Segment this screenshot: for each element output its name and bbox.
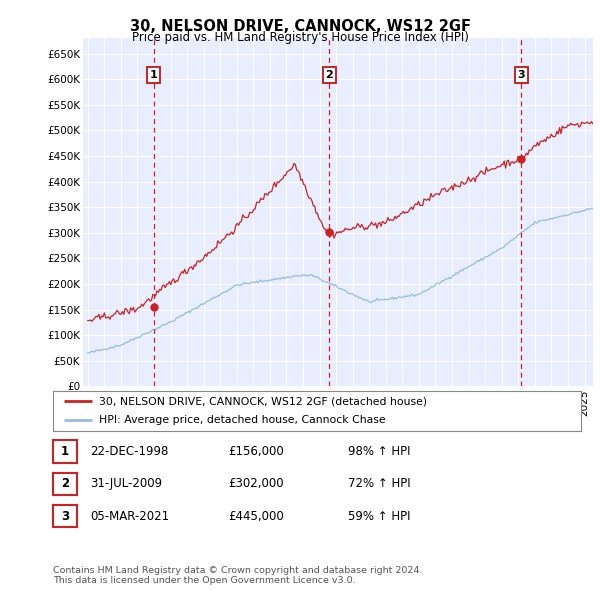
Text: 31-JUL-2009: 31-JUL-2009 <box>90 477 162 490</box>
Text: 2: 2 <box>61 477 69 490</box>
Text: 59% ↑ HPI: 59% ↑ HPI <box>348 510 410 523</box>
Text: 72% ↑ HPI: 72% ↑ HPI <box>348 477 410 490</box>
Text: £302,000: £302,000 <box>228 477 284 490</box>
Text: 05-MAR-2021: 05-MAR-2021 <box>90 510 169 523</box>
Text: Price paid vs. HM Land Registry's House Price Index (HPI): Price paid vs. HM Land Registry's House … <box>131 31 469 44</box>
Text: £156,000: £156,000 <box>228 445 284 458</box>
Text: 3: 3 <box>61 510 69 523</box>
Text: 2: 2 <box>325 70 333 80</box>
Text: 98% ↑ HPI: 98% ↑ HPI <box>348 445 410 458</box>
Text: 30, NELSON DRIVE, CANNOCK, WS12 2GF (detached house): 30, NELSON DRIVE, CANNOCK, WS12 2GF (det… <box>99 396 427 407</box>
Text: Contains HM Land Registry data © Crown copyright and database right 2024.
This d: Contains HM Land Registry data © Crown c… <box>53 566 422 585</box>
Text: 30, NELSON DRIVE, CANNOCK, WS12 2GF: 30, NELSON DRIVE, CANNOCK, WS12 2GF <box>130 19 470 34</box>
Text: 22-DEC-1998: 22-DEC-1998 <box>90 445 169 458</box>
Text: 1: 1 <box>149 70 157 80</box>
Text: 1: 1 <box>61 445 69 458</box>
Text: £445,000: £445,000 <box>228 510 284 523</box>
Text: 3: 3 <box>517 70 525 80</box>
Text: HPI: Average price, detached house, Cannock Chase: HPI: Average price, detached house, Cann… <box>99 415 385 425</box>
